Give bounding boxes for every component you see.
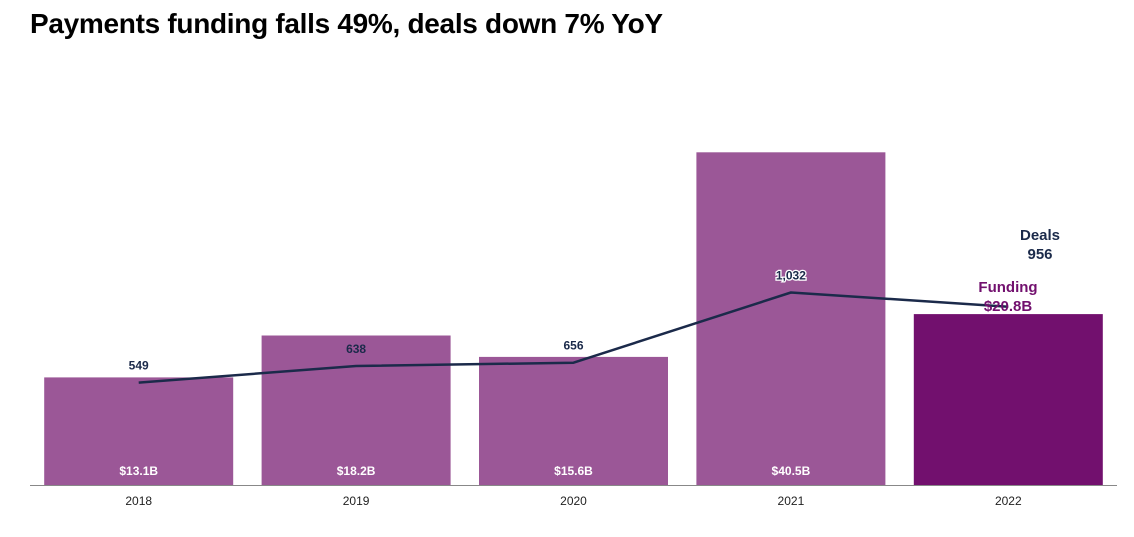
x-tick-2019: 2019 [343, 494, 370, 508]
funding-bar-2020 [479, 356, 668, 485]
funding-bar-2022 [913, 314, 1103, 485]
deals-callout-value: 956 [1027, 246, 1052, 263]
funding-bar-2018 [44, 377, 234, 485]
funding-callout-name: Funding [978, 279, 1037, 296]
funding-bar-label-2019: $18.2B [337, 464, 376, 478]
x-tick-2018: 2018 [125, 494, 152, 508]
x-axis-ticks: 2018 2019 2020 2021 2022 [125, 494, 1022, 508]
x-tick-2020: 2020 [560, 494, 587, 508]
deals-label-2021: 1,032 [776, 269, 806, 283]
funding-bar-labels: $13.1B $18.2B $15.6B $40.5B [119, 464, 810, 478]
deals-point-labels: 549 638 656 1,032 [129, 267, 808, 373]
funding-bar-label-2021: $40.5B [772, 464, 811, 478]
deals-label-2019: 638 [346, 342, 366, 356]
funding-bar-label-2018: $13.1B [119, 464, 158, 478]
deals-label-2020: 656 [563, 339, 583, 353]
funding-callout-value: $20.8B [984, 298, 1033, 315]
funding-bars [44, 152, 1103, 486]
x-tick-2021: 2021 [778, 494, 805, 508]
chart-title: Payments funding falls 49%, deals down 7… [30, 8, 663, 39]
x-tick-2022: 2022 [995, 494, 1022, 508]
deals-label-2018: 549 [129, 359, 149, 373]
funding-bar-label-2020: $15.6B [554, 464, 593, 478]
deals-line [138, 291, 1009, 384]
funding-bar-2021 [696, 152, 886, 486]
deals-callout-name: Deals [1020, 227, 1060, 244]
funding-bar-2019 [261, 335, 451, 485]
